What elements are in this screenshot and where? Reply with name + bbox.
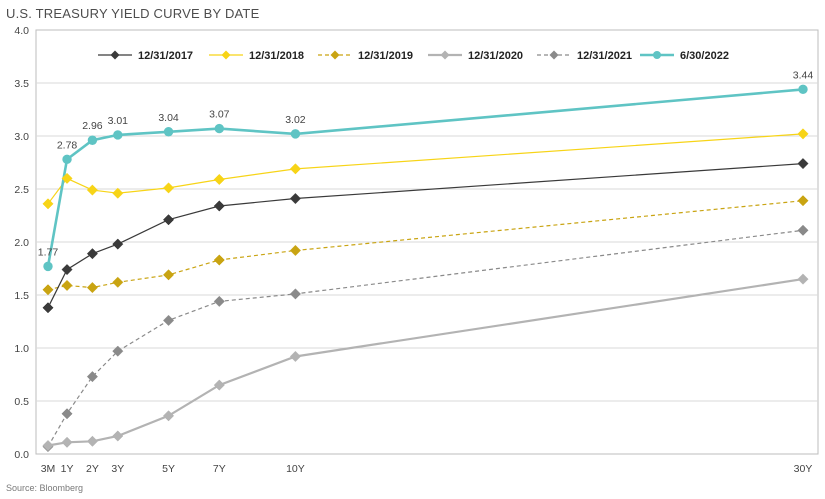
data-label: 3.01: [108, 115, 129, 127]
data-label: 3.02: [285, 114, 306, 126]
data-point: [214, 123, 225, 134]
y-tick-label: 0.5: [14, 396, 29, 408]
data-label: 1.77: [38, 246, 59, 258]
data-point: [42, 198, 54, 210]
legend-label: 12/31/2019: [358, 50, 413, 62]
data-point: [112, 187, 124, 199]
data-point: [42, 439, 54, 452]
data-point: [86, 282, 98, 294]
data-point: [213, 379, 225, 391]
data-point: [86, 371, 98, 383]
series-line: [47, 163, 804, 308]
data-point: [61, 408, 73, 420]
data-point: [162, 410, 175, 422]
series-line: [47, 133, 804, 205]
data-point: [43, 261, 53, 272]
data-point: [289, 288, 301, 300]
legend-marker: [653, 51, 661, 59]
data-point: [112, 345, 124, 357]
y-tick-label: 2.0: [14, 237, 29, 249]
data-point: [42, 302, 54, 314]
data-point: [61, 279, 73, 292]
y-tick-label: 1.0: [14, 343, 29, 355]
series-line: [47, 278, 804, 447]
data-point: [162, 214, 175, 226]
data-point: [112, 238, 124, 250]
y-tick-label: 1.5: [14, 290, 29, 302]
data-point: [61, 172, 73, 184]
data-point: [162, 269, 175, 281]
data-point: [797, 158, 809, 170]
data-point: [86, 248, 98, 260]
data-point: [86, 435, 98, 447]
legend-marker: [440, 50, 450, 60]
x-tick-label: 1Y: [61, 463, 74, 475]
data-point: [62, 154, 72, 165]
data-point: [86, 184, 98, 196]
data-label: 2.78: [57, 139, 78, 151]
source-note: Source: Bloomberg: [6, 483, 84, 493]
series-line: [47, 229, 804, 447]
data-point: [289, 192, 301, 205]
data-point: [797, 195, 809, 207]
data-point: [797, 128, 809, 140]
x-tick-label: 30Y: [794, 463, 813, 475]
data-point: [798, 84, 808, 95]
data-point: [797, 224, 809, 236]
legend-label: 12/31/2021: [577, 50, 632, 62]
y-tick-label: 2.5: [14, 184, 29, 196]
legend-label: 6/30/2022: [680, 50, 729, 62]
data-point: [61, 264, 73, 276]
data-point: [290, 129, 301, 139]
data-point: [113, 130, 123, 140]
data-point: [289, 163, 301, 175]
data-point: [162, 314, 175, 326]
x-tick-label: 10Y: [286, 463, 305, 475]
data-point: [213, 173, 225, 186]
legend-label: 12/31/2018: [249, 50, 304, 62]
y-tick-label: 0.0: [14, 449, 29, 461]
data-label: 2.96: [82, 120, 103, 132]
legend-marker: [549, 50, 559, 60]
data-label: 3.44: [793, 69, 814, 81]
legend-marker: [330, 50, 340, 60]
x-tick-label: 5Y: [162, 463, 175, 475]
data-point: [797, 273, 809, 285]
data-point: [42, 284, 54, 296]
legend-marker: [221, 50, 231, 60]
x-tick-label: 3M: [41, 463, 56, 475]
data-point: [213, 295, 225, 307]
data-point: [213, 200, 225, 212]
series-line: [46, 88, 804, 267]
data-point: [289, 350, 301, 363]
legend-label: 12/31/2020: [468, 50, 523, 62]
data-point: [213, 254, 225, 266]
data-point: [163, 127, 174, 137]
data-point: [87, 135, 98, 145]
y-tick-label: 3.0: [14, 131, 29, 143]
chart-title: U.S. TREASURY YIELD CURVE BY DATE: [6, 6, 260, 21]
data-point: [289, 244, 301, 257]
x-tick-label: 2Y: [86, 463, 99, 475]
x-tick-label: 3Y: [111, 463, 124, 475]
data-point: [61, 436, 73, 448]
y-tick-label: 3.5: [14, 78, 29, 90]
x-tick-label: 7Y: [213, 463, 226, 475]
data-point: [112, 276, 124, 288]
y-tick-label: 4.0: [14, 25, 29, 37]
data-label: 3.07: [209, 109, 230, 121]
data-point: [112, 430, 124, 442]
series-line: [47, 200, 804, 291]
data-point: [162, 182, 175, 194]
legend-label: 12/31/2017: [138, 50, 193, 62]
data-label: 3.04: [158, 112, 179, 124]
legend-marker: [110, 50, 120, 60]
